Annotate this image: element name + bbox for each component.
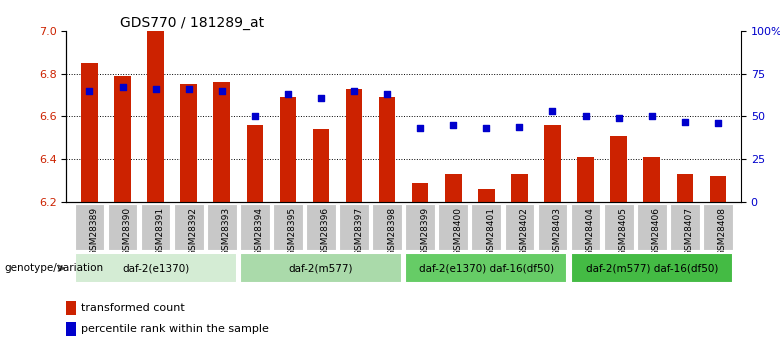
Text: GSM28401: GSM28401 [487, 207, 495, 256]
Point [149, 86, 161, 92]
Bar [604, 204, 633, 250]
Text: daf-2(m577): daf-2(m577) [289, 263, 353, 273]
Point [116, 85, 129, 90]
Text: GSM28391: GSM28391 [155, 207, 165, 256]
Bar [379, 97, 395, 202]
Point [480, 126, 493, 131]
Bar [571, 254, 732, 283]
Point [249, 114, 261, 119]
Point [447, 122, 459, 128]
Text: GSM28396: GSM28396 [321, 207, 330, 256]
Bar [207, 204, 236, 250]
Point [83, 88, 96, 93]
Point [513, 124, 526, 129]
Point [580, 114, 592, 119]
Bar [75, 204, 105, 250]
Bar [75, 254, 236, 283]
Bar [406, 204, 435, 250]
Point [215, 88, 228, 93]
Bar [147, 31, 164, 202]
Bar [445, 174, 462, 202]
Text: percentile rank within the sample: percentile rank within the sample [81, 324, 269, 334]
Bar [412, 183, 428, 202]
Text: GSM28399: GSM28399 [420, 207, 429, 256]
Bar [537, 204, 567, 250]
Bar [240, 204, 270, 250]
Bar [306, 204, 336, 250]
Bar [174, 204, 204, 250]
Text: GSM28405: GSM28405 [619, 207, 628, 256]
Bar [66, 301, 76, 315]
Bar [577, 157, 594, 202]
Bar [114, 76, 131, 202]
Bar [571, 204, 601, 250]
Text: GSM28400: GSM28400 [453, 207, 463, 256]
Point [612, 115, 625, 121]
Text: GSM28393: GSM28393 [222, 207, 231, 256]
Text: GSM28398: GSM28398 [387, 207, 396, 256]
Bar [246, 125, 263, 202]
Text: GSM28402: GSM28402 [519, 207, 528, 256]
Text: transformed count: transformed count [81, 303, 185, 313]
Bar [511, 174, 528, 202]
Bar [471, 204, 502, 250]
Bar [81, 63, 98, 202]
Text: GDS770 / 181289_at: GDS770 / 181289_at [120, 16, 264, 30]
Bar [478, 189, 495, 202]
Point [381, 91, 393, 97]
Point [282, 91, 294, 97]
Text: GSM28403: GSM28403 [552, 207, 562, 256]
Text: GSM28404: GSM28404 [586, 207, 594, 256]
Point [679, 119, 691, 124]
Text: GSM28407: GSM28407 [685, 207, 693, 256]
Bar [273, 204, 303, 250]
Text: GSM28390: GSM28390 [122, 207, 132, 256]
Text: GSM28392: GSM28392 [189, 207, 197, 256]
Bar [505, 204, 534, 250]
Point [546, 109, 558, 114]
Bar [346, 89, 362, 202]
Point [414, 126, 427, 131]
Point [314, 95, 327, 100]
Bar [710, 176, 726, 202]
Bar [372, 204, 402, 250]
Text: GSM28394: GSM28394 [255, 207, 264, 256]
Text: GSM28395: GSM28395 [288, 207, 297, 256]
Text: GSM28408: GSM28408 [718, 207, 727, 256]
Bar [636, 204, 667, 250]
Text: GSM28406: GSM28406 [652, 207, 661, 256]
Bar [66, 322, 76, 336]
Bar [313, 129, 329, 202]
Point [711, 120, 724, 126]
Bar [140, 204, 171, 250]
Text: GSM28389: GSM28389 [90, 207, 98, 256]
Bar [670, 204, 700, 250]
Bar [676, 174, 693, 202]
Text: daf-2(e1370): daf-2(e1370) [122, 263, 190, 273]
Bar [108, 204, 137, 250]
Point [646, 114, 658, 119]
Bar [644, 157, 660, 202]
Text: daf-2(m577) daf-16(df50): daf-2(m577) daf-16(df50) [586, 263, 718, 273]
Bar [703, 204, 732, 250]
Bar [438, 204, 468, 250]
Bar [279, 97, 296, 202]
Bar [544, 125, 561, 202]
Point [183, 86, 195, 92]
Text: GSM28397: GSM28397 [354, 207, 363, 256]
Bar [214, 82, 230, 202]
Bar [611, 136, 627, 202]
Point [348, 88, 360, 93]
Bar [406, 254, 567, 283]
Text: genotype/variation: genotype/variation [4, 263, 103, 273]
Bar [339, 204, 369, 250]
Bar [240, 254, 402, 283]
Bar [180, 85, 197, 202]
Text: daf-2(e1370) daf-16(df50): daf-2(e1370) daf-16(df50) [419, 263, 554, 273]
